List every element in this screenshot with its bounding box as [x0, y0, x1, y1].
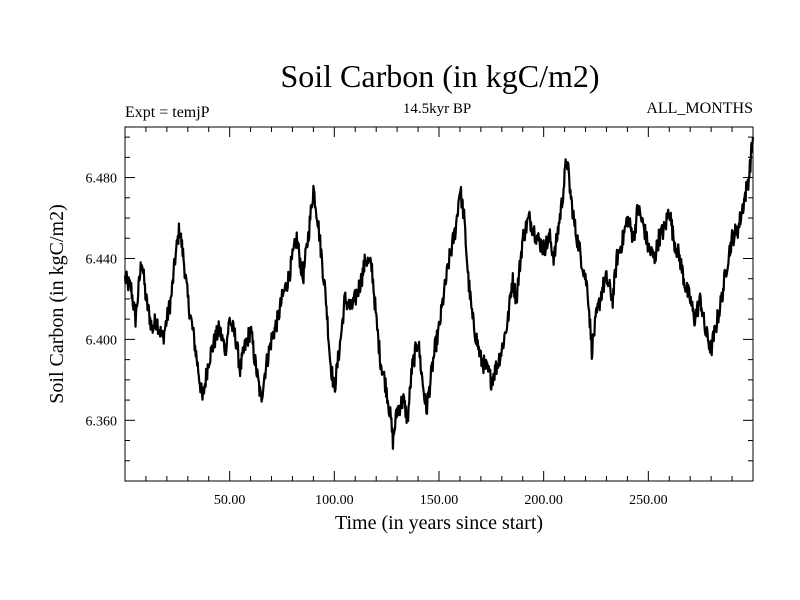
chart-title: Soil Carbon (in kgC/m2): [280, 58, 599, 94]
tick-labels: 50.00 100.00 150.00 200.00 250.00 6.360 6.400 6…: [86, 172, 668, 508]
x-tick-label: 200.00: [524, 493, 563, 508]
plot-frame: [124, 126, 754, 482]
y-tick-label: 6.400: [86, 333, 118, 348]
x-tick-label: 50.00: [214, 493, 246, 508]
months-label: ALL_MONTHS: [646, 100, 753, 117]
y-tick-label: 6.360: [86, 414, 118, 429]
experiment-label: Expt = temjP: [125, 104, 210, 121]
y-tick-label: 6.440: [86, 252, 118, 267]
period-label: 14.5kyr BP: [403, 101, 471, 117]
axis-ticks: [125, 127, 753, 481]
x-axis-label: Time (in years since start): [335, 512, 543, 534]
x-tick-label: 100.00: [315, 493, 354, 508]
soil-carbon-series-line: [123, 137, 755, 450]
y-tick-label: 6.480: [86, 172, 118, 187]
x-tick-label: 150.00: [420, 493, 459, 508]
y-axis-label: Soil Carbon (in kgC/m2): [46, 204, 68, 403]
x-tick-label: 250.00: [629, 493, 668, 508]
